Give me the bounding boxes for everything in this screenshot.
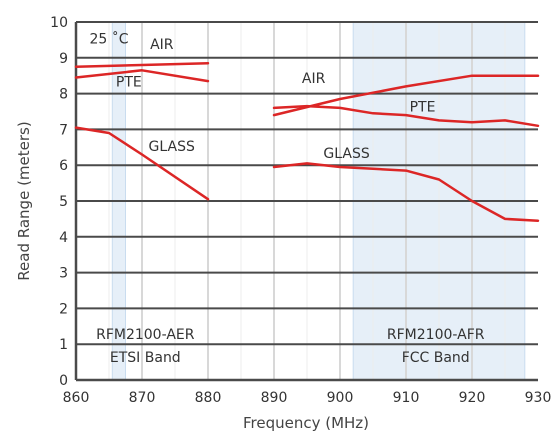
x-tick-label: 890 <box>261 390 288 406</box>
series-line-glass-5 <box>272 162 540 222</box>
series-line-air-3 <box>272 74 540 117</box>
series-line-pte-4 <box>272 104 540 128</box>
series-line-pte-1 <box>74 69 210 83</box>
x-tick-label: 900 <box>327 390 354 406</box>
y-tick-label: 7 <box>59 122 68 138</box>
y-tick-label: 9 <box>59 51 68 67</box>
annotation-rfm2100-afr: RFM2100-AFR <box>387 327 485 343</box>
y-tick-label: 0 <box>59 373 68 389</box>
y-tick-label: 5 <box>59 194 68 210</box>
annotation-pte: PTE <box>116 74 142 90</box>
y-tick-label: 3 <box>59 266 68 282</box>
x-tick-label: 860 <box>63 390 90 406</box>
x-tick-label: 880 <box>195 390 222 406</box>
y-tick-label: 10 <box>50 15 68 31</box>
annotation-air: AIR <box>150 37 174 53</box>
data-lines <box>74 61 540 222</box>
y-tick-label: 6 <box>59 158 68 174</box>
y-tick-labels: 0 1 2 3 4 5 6 7 8 9 10 <box>50 15 68 389</box>
x-axis-title: Frequency (MHz) <box>243 414 369 432</box>
y-axis-title: Read Range (meters) <box>15 121 33 280</box>
x-tick-label: 870 <box>129 390 156 406</box>
annotations: 25 ˚C AIR PTE GLASS AIR PTE GLASS RFM2100-AER ET… <box>89 30 484 366</box>
y-tick-label: 4 <box>59 230 68 246</box>
x-tick-label: 920 <box>459 390 486 406</box>
annotation-air: AIR <box>302 71 326 87</box>
y-tick-label: 8 <box>59 87 68 103</box>
x-tick-label: 930 <box>525 390 552 406</box>
annotation-pte: PTE <box>410 100 436 116</box>
series-line-air-0 <box>74 61 210 69</box>
y-tick-label: 2 <box>59 301 68 317</box>
horizontal-gridlines <box>74 21 538 382</box>
x-tick-label: 910 <box>393 390 420 406</box>
annotation-etsi-band: ETSI Band <box>110 350 181 366</box>
annotation-glass: GLASS <box>323 146 369 162</box>
annotation-25-c: 25 ˚C <box>89 30 128 47</box>
annotation-glass: GLASS <box>149 139 195 155</box>
annotation-rfm2100-aer: RFM2100-AER <box>96 327 195 343</box>
annotation-fcc-band: FCC Band <box>402 350 470 366</box>
x-tick-labels: 860 870 880 890 900 910 920 930 <box>63 390 552 406</box>
y-tick-label: 1 <box>59 337 68 353</box>
series-line-glass-2 <box>74 126 210 201</box>
